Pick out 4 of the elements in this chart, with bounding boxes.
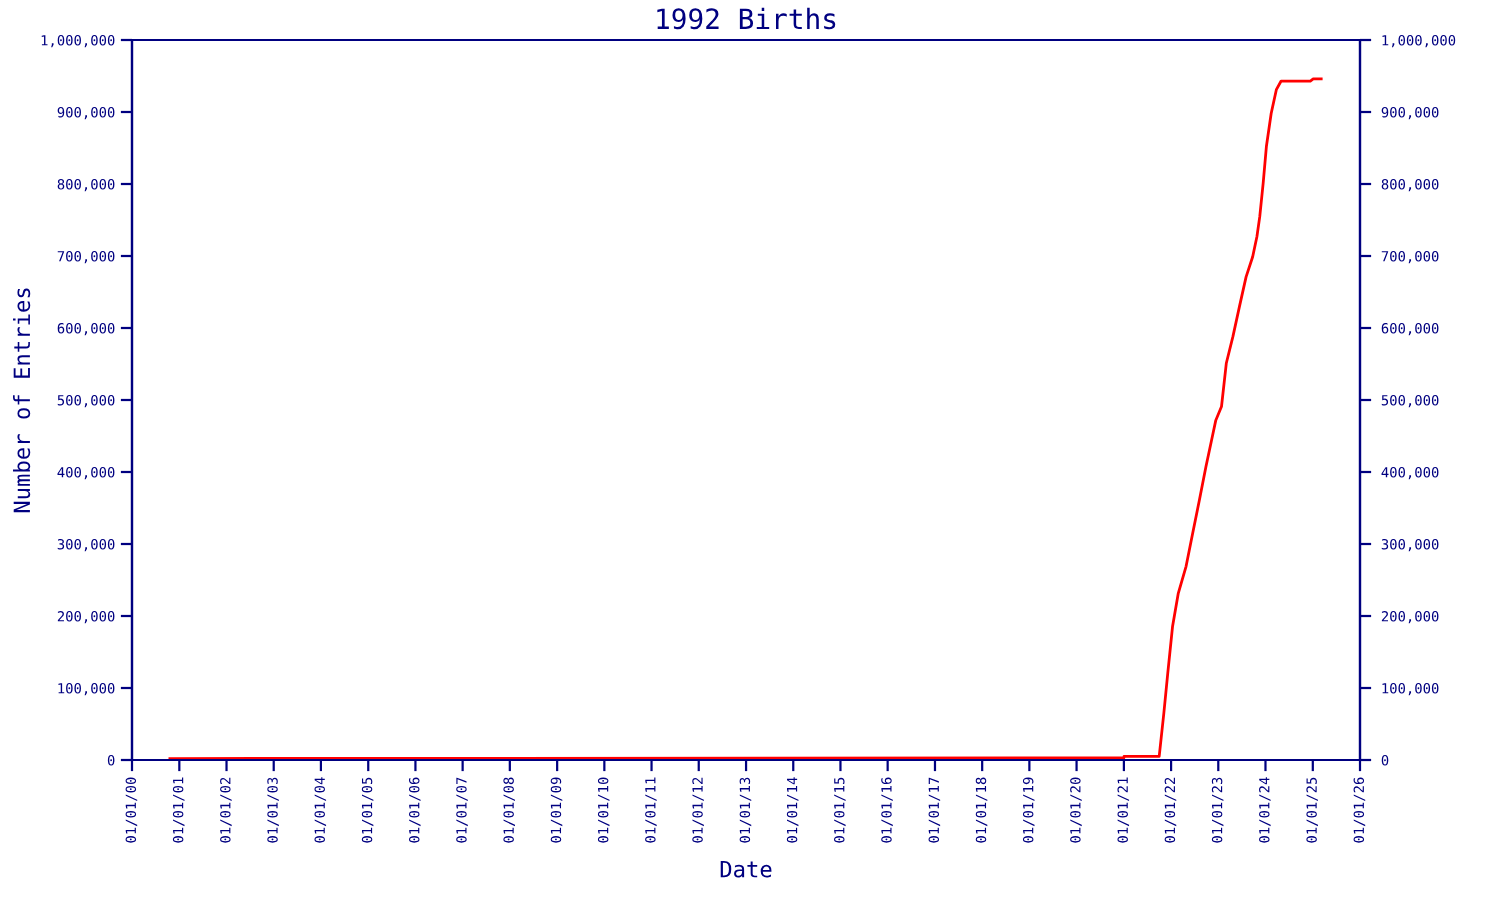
line-series [168,77,1323,760]
y-axis-title: Number of Entries [13,288,31,513]
chart-title: 1992 Births [657,7,836,30]
x-axis-title: Date [720,861,772,878]
